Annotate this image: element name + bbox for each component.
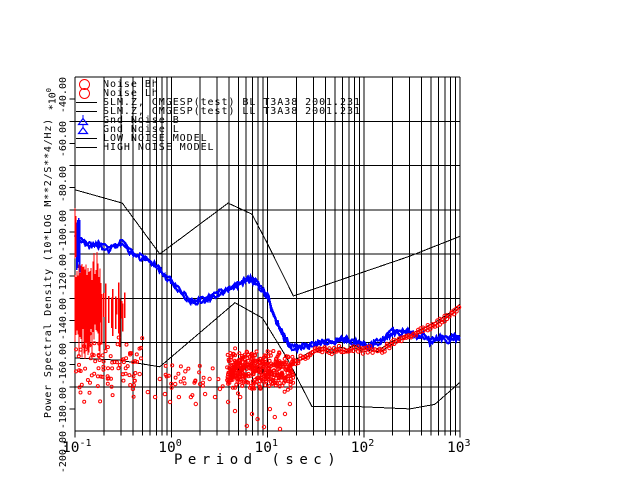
legend-item: SLM.Z, CMGESP(test) BL T3A38 2001.231 [76,96,361,108]
line-marker-icon [76,101,103,103]
legend-item-label: SLM.Z, CMGESP(test) LL T3A38 2001.231 [103,105,361,117]
y-tick-label: -120.00 [58,254,69,297]
line-marker-icon [76,138,103,140]
y-axis-multiplier-exponent: 0 [45,88,53,93]
x-tick-label: 101 [254,438,279,456]
y-tick-label: -80.00 [58,165,69,202]
x-tick-label: 103 [447,438,471,456]
y-tick-label: -160.00 [58,342,69,385]
y-tick-label: -140.00 [58,298,69,341]
legend-item-label: Gnd Noise L [103,124,180,135]
legend-item-label: Gnd Noise B [103,114,180,126]
legend-item-label: Noise Bh [103,78,159,90]
y-axis-multiplier-base: *10 [47,92,59,111]
triangle-marker-icon [76,124,103,135]
y-axis-multiplier: *100 [44,88,58,110]
legend-item-label: SLM.Z, CMGESP(test) BL T3A38 2001.231 [103,96,361,108]
y-tick-label: -180.00 [58,386,69,429]
legend-item-label: HIGH NOISE MODEL [103,142,215,154]
y-axis-title: Power Spectral Density (10*LOG M**2/S**4… [43,118,54,419]
legend-item: Noise Lh [76,87,159,99]
legend-item: Gnd Noise L [76,124,180,135]
x-tick-label: 10-1 [62,438,92,456]
y-tick-label: -40.00 [58,77,69,114]
line-marker-icon [76,147,103,149]
y-tick-label: -100.00 [58,209,69,252]
legend-item: LOW NOISE MODEL [76,133,208,145]
circle-marker-icon [76,87,103,99]
line-marker-icon [76,110,103,112]
legend-item-label: LOW NOISE MODEL [103,133,208,145]
x-tick-label: 102 [350,438,375,456]
legend-item-label: Noise Lh [103,87,159,99]
y-tick-label: -60.00 [58,121,69,158]
x-tick-label: 100 [158,438,182,456]
legend-item: SLM.Z, CMGESP(test) LL T3A38 2001.231 [76,105,361,117]
legend-item: HIGH NOISE MODEL [76,142,215,154]
x-axis-title: Period (sec) [174,452,342,468]
